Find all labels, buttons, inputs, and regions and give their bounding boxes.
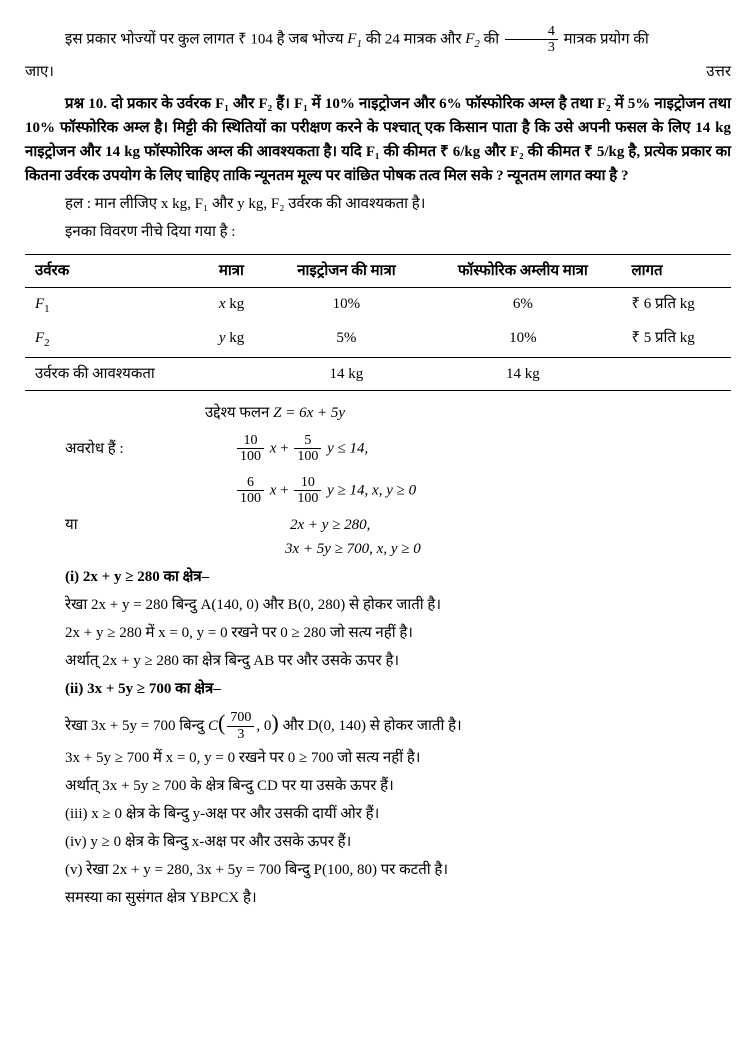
intro-line-1: इस प्रकार भोज्यों पर कुल लागत ₹ 104 है ज… xyxy=(25,24,731,56)
frac-4-3: 43 xyxy=(505,24,558,56)
intro-text-2a: जाए। xyxy=(25,64,54,80)
cell-f2-qty: y kg xyxy=(209,322,269,357)
cell-f2-cost: ₹ 5 प्रति kg xyxy=(621,322,731,357)
cell-f2-p: 10% xyxy=(424,322,621,357)
region-ii-2: 3x + 5y ≥ 700 में x = 0, y = 0 रखने पर 0… xyxy=(65,746,731,770)
cell-req-p: 14 kg xyxy=(424,357,621,390)
solution-line-1: हल : मान लीजिए x kg, F₁ और y kg, F₂ उर्व… xyxy=(25,192,731,216)
or-label: या xyxy=(25,513,175,537)
cell-req-n: 14 kg xyxy=(269,357,425,390)
question-10: प्रश्न 10. दो प्रकार के उर्वरक F₁ और F₂ … xyxy=(25,92,731,188)
region-ii-1: रेखा 3x + 5y = 700 बिन्दु C(7003, 0) और … xyxy=(65,705,731,742)
region-ii-title: (ii) 3x + 5y ≥ 700 का क्षेत्र– xyxy=(65,677,731,701)
region-iii: (iii) x ≥ 0 क्षेत्र के बिन्दु y-अक्ष पर … xyxy=(65,802,731,826)
region-ii-3: अर्थात् 3x + 5y ≥ 700 के क्षेत्र बिन्दु … xyxy=(65,774,731,798)
cell-f2-n: 5% xyxy=(269,322,425,357)
constraint-3: 2x + y ≥ 280, xyxy=(290,513,370,537)
th-nitrogen: नाइट्रोजन की मात्रा xyxy=(269,254,425,287)
region-ii-1a: रेखा 3x + 5y = 700 बिन्दु xyxy=(65,718,208,734)
constraint-2: 6100 x + 10100 y ≥ 14, x, y ≥ 0 xyxy=(235,475,731,507)
th-cost: लागत xyxy=(621,254,731,287)
intro-text-1b: की 24 मात्रक और xyxy=(362,31,465,47)
q10-text: दो प्रकार के उर्वरक F₁ और F₂ हैं। F₁ में… xyxy=(25,96,731,184)
region-iv: (iv) y ≥ 0 क्षेत्र के बिन्दु x-अक्ष पर औ… xyxy=(65,830,731,854)
intro-text-1a: इस प्रकार भोज्यों पर कुल लागत ₹ 104 है ज… xyxy=(65,31,347,47)
constraint-1-row: अवरोध हैं : 10100 x + 5100 y ≤ 14, xyxy=(25,433,731,465)
var-f2: F2 xyxy=(465,31,480,47)
cell-f1-n: 10% xyxy=(269,287,425,322)
fertilizer-table: उर्वरक मात्रा नाइट्रोजन की मात्रा फॉस्फो… xyxy=(25,254,731,391)
obj-label: उद्देश्य फलन xyxy=(205,405,273,421)
region-final: समस्या का सुसंगत क्षेत्र YBPCX है। xyxy=(65,886,731,910)
solution-line-2: इनका विवरण नीचे दिया गया है : xyxy=(25,220,731,244)
intro-text-1d: मात्रक प्रयोग की xyxy=(560,31,649,47)
answer-label: उत्तर xyxy=(706,60,731,84)
th-quantity: मात्रा xyxy=(209,254,269,287)
cell-f1: F1 xyxy=(25,287,209,322)
th-fertilizer: उर्वरक xyxy=(25,254,209,287)
region-i-1: रेखा 2x + y = 280 बिन्दु A(140, 0) और B(… xyxy=(65,593,731,617)
region-i-2: 2x + y ≥ 280 में x = 0, y = 0 रखने पर 0 … xyxy=(65,621,731,645)
region-ii-1b: और D(0, 140) से होकर जाती है। xyxy=(279,718,462,734)
cell-req: उर्वरक की आवश्यकता xyxy=(25,357,209,390)
th-phosphoric: फॉस्फोरिक अम्लीय मात्रा xyxy=(424,254,621,287)
intro-line-2: जाए। उत्तर xyxy=(25,60,731,84)
cell-req-cost xyxy=(621,357,731,390)
var-f1: F1 xyxy=(347,31,362,47)
region-i-3: अर्थात् 2x + y ≥ 280 का क्षेत्र बिन्दु A… xyxy=(65,649,731,673)
region-i-title: (i) 2x + y ≥ 280 का क्षेत्र– xyxy=(65,565,731,589)
constraint-1: 10100 x + 5100 y ≤ 14, xyxy=(235,433,368,465)
intro-text-1c: की xyxy=(480,31,503,47)
cell-f1-p: 6% xyxy=(424,287,621,322)
obj-eq: Z = 6x + 5y xyxy=(273,405,345,421)
cell-f1-qty: x kg xyxy=(209,287,269,322)
q10-label: प्रश्न 10. xyxy=(65,96,107,112)
cell-f2: F2 xyxy=(25,322,209,357)
objective-function: उद्देश्य फलन Z = 6x + 5y xyxy=(205,401,731,425)
constraints-label: अवरोध हैं : xyxy=(25,437,175,461)
or-row: या 2x + y ≥ 280, xyxy=(25,513,731,537)
region-v: (v) रेखा 2x + y = 280, 3x + 5y = 700 बिन… xyxy=(65,858,731,882)
constraint-4: 3x + 5y ≥ 700, x, y ≥ 0 xyxy=(285,537,731,561)
cell-f1-cost: ₹ 6 प्रति kg xyxy=(621,287,731,322)
cell-req-qty xyxy=(209,357,269,390)
